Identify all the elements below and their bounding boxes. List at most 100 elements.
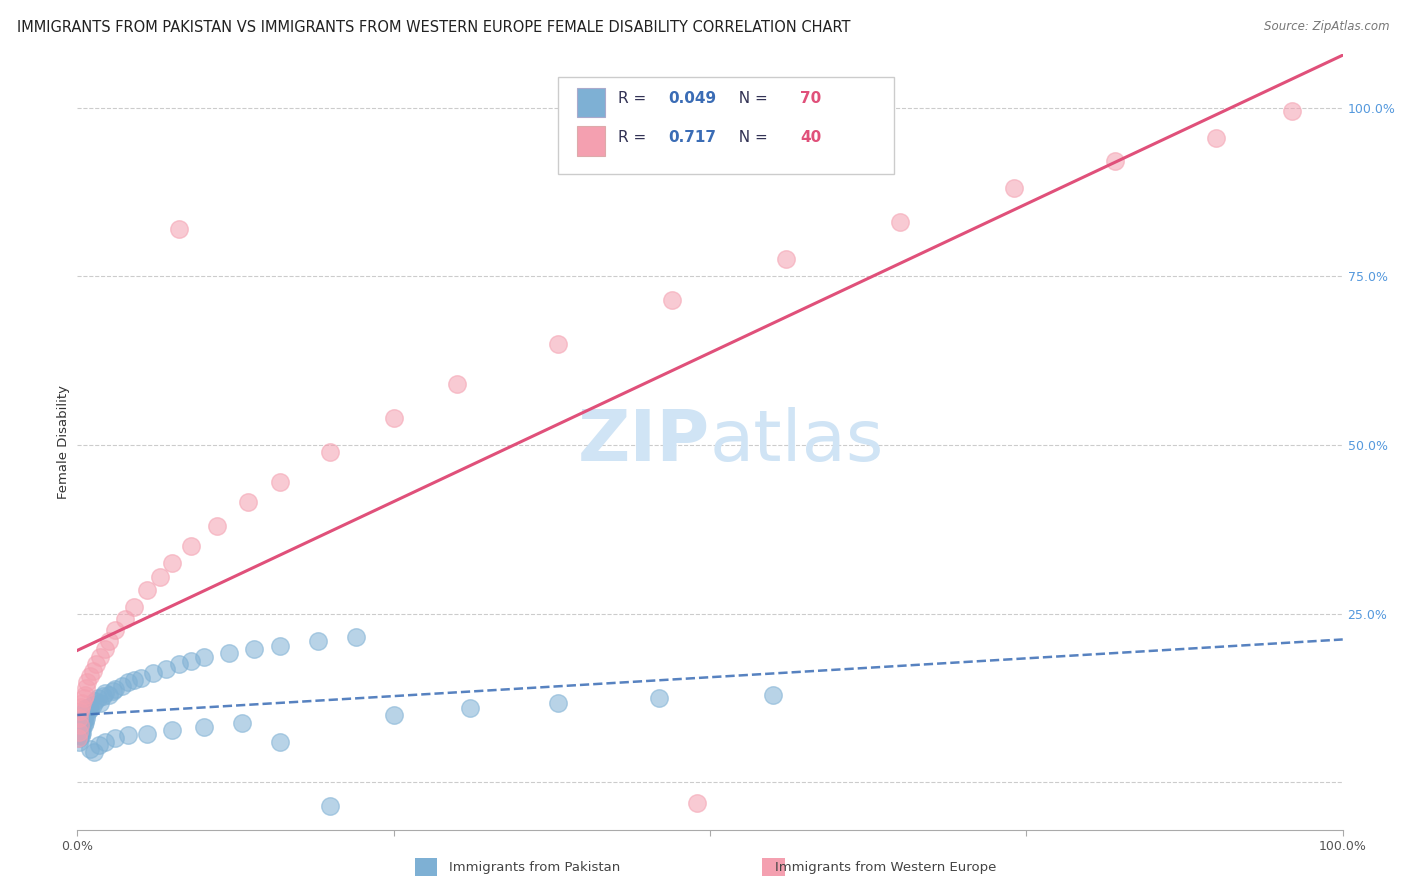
Point (67, 724, 90, 739)
Point (686, 796, 709, 810)
Point (458, 701, 481, 715)
Point (87, 738, 110, 752)
Point (89, 650, 111, 665)
Point (111, 680, 132, 694)
Point (69, 723, 91, 737)
Point (69, 705, 91, 719)
Text: Immigrants from Western Europe: Immigrants from Western Europe (775, 861, 997, 873)
Point (73, 718, 96, 732)
Point (319, 799, 342, 814)
Point (98, 688, 120, 702)
Point (75, 701, 97, 715)
Point (142, 665, 165, 680)
Text: atlas: atlas (710, 407, 884, 476)
Point (167, 657, 190, 672)
Point (73, 714, 96, 729)
Text: Source: ZipAtlas.com: Source: ZipAtlas.com (1264, 20, 1389, 33)
Point (79, 702, 101, 716)
Point (167, 222, 190, 236)
Point (180, 654, 202, 668)
Point (193, 650, 215, 665)
Point (67, 718, 90, 732)
Point (67, 711, 90, 725)
Text: 0.717: 0.717 (668, 130, 716, 145)
Point (73, 713, 96, 727)
Text: Immigrants from Pakistan: Immigrants from Pakistan (449, 861, 620, 873)
Point (72, 722, 94, 736)
Point (307, 633, 329, 648)
Point (218, 646, 240, 660)
Point (73, 707, 96, 722)
Point (446, 377, 468, 392)
Point (70, 699, 93, 714)
Point (94, 641, 117, 656)
Point (193, 720, 215, 734)
Point (77, 699, 100, 714)
FancyBboxPatch shape (578, 127, 605, 156)
Point (382, 411, 405, 425)
Point (82, 664, 104, 678)
Point (180, 539, 202, 553)
Point (124, 673, 146, 687)
Point (762, 688, 785, 702)
Point (114, 612, 136, 626)
Point (69, 713, 91, 727)
Point (79, 669, 101, 683)
Point (243, 641, 266, 656)
Point (661, 293, 683, 307)
Point (69, 718, 91, 732)
Point (117, 675, 139, 690)
Point (72, 696, 94, 710)
Point (319, 444, 342, 458)
Text: 70: 70 (800, 91, 821, 106)
Point (98, 633, 120, 648)
Point (69, 728, 91, 742)
Point (117, 728, 139, 742)
Point (1281, 103, 1303, 118)
Point (76, 675, 98, 690)
Point (67, 722, 90, 736)
Point (75, 711, 97, 725)
Point (91, 689, 114, 703)
Point (94, 735, 117, 749)
Point (89, 696, 111, 710)
Point (231, 715, 253, 730)
FancyBboxPatch shape (558, 77, 894, 174)
Point (86, 690, 108, 705)
Point (67, 735, 90, 749)
Point (269, 639, 291, 653)
Point (382, 707, 405, 722)
Text: R =: R = (617, 91, 651, 106)
Point (149, 569, 172, 583)
Point (72, 726, 94, 740)
Point (1104, 154, 1126, 169)
Text: N =: N = (730, 91, 773, 106)
Point (70, 730, 93, 744)
Point (129, 671, 152, 685)
Point (70, 711, 93, 725)
Point (70, 724, 93, 739)
Point (205, 519, 228, 533)
Point (73, 688, 96, 702)
Point (79, 741, 101, 756)
Point (547, 336, 569, 351)
Point (84, 694, 107, 708)
Point (66, 722, 89, 736)
Point (889, 215, 911, 229)
Point (76, 706, 98, 721)
Point (775, 252, 797, 267)
Y-axis label: Female Disability: Female Disability (58, 384, 70, 499)
Point (1002, 181, 1025, 195)
Point (238, 495, 260, 509)
Point (648, 690, 671, 705)
Point (547, 696, 569, 710)
Point (269, 475, 291, 489)
Point (75, 681, 97, 695)
Point (104, 731, 127, 746)
Point (104, 624, 127, 638)
Point (72, 709, 94, 723)
Point (101, 684, 124, 698)
Point (69, 715, 91, 730)
Point (136, 582, 159, 597)
Point (67, 728, 90, 742)
